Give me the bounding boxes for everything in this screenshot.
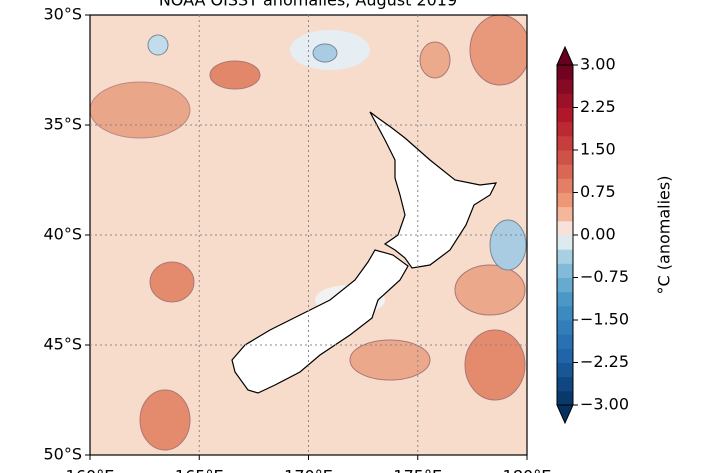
colorbar-extend-max <box>556 45 574 66</box>
warm-patch <box>139 389 191 451</box>
y-tick-label: 40°S <box>43 225 82 244</box>
colorbar-band <box>557 164 573 179</box>
colorbar-tick-label: 0.75 <box>580 182 616 201</box>
colorbar-band <box>557 107 573 123</box>
warm-patch <box>464 329 526 401</box>
colorbar-tick-label: 3.00 <box>580 55 616 74</box>
colorbar-tick-label: −0.75 <box>580 267 629 286</box>
colorbar-band <box>557 206 573 222</box>
colorbar-band <box>557 135 573 151</box>
south-island <box>231 249 409 394</box>
cool-patch <box>312 43 338 63</box>
cool-patch <box>489 219 527 271</box>
colorbar-band <box>557 291 573 307</box>
y-tick-label: 30°S <box>43 5 82 24</box>
colorbar-tick-label: 2.25 <box>580 97 616 116</box>
colorbar-band <box>557 249 573 264</box>
warm-patch <box>149 261 195 303</box>
colorbar-band <box>557 263 573 278</box>
colorbar-band <box>557 348 573 363</box>
y-tick-label: 50°S <box>43 445 82 464</box>
y-tick-label: 45°S <box>43 335 82 354</box>
warm-patch <box>209 60 261 90</box>
x-tick-label: 165°E <box>175 467 224 473</box>
colorbar-band <box>557 235 573 250</box>
colorbar-tick-label: −1.50 <box>580 310 629 329</box>
x-tick-label: 180°E <box>503 467 552 473</box>
x-tick-label: 160°E <box>66 467 115 473</box>
warm-patch <box>469 15 527 86</box>
colorbar-band <box>557 362 573 378</box>
colorbar-band <box>557 121 573 137</box>
cool-patch <box>147 34 169 56</box>
colorbar-label: °C (anomalies) <box>655 176 674 295</box>
colorbar-band <box>557 93 573 108</box>
colorbar-band <box>557 178 573 193</box>
colorbar-band <box>557 150 573 165</box>
colorbar-band <box>557 390 573 406</box>
colorbar-band <box>557 305 573 321</box>
x-tick-label: 175°E <box>393 467 442 473</box>
chart-title: NOAA OISST anomalies, August 2019 <box>159 0 457 10</box>
north-island <box>369 111 498 269</box>
colorbar-tick-label: 0.00 <box>580 225 616 244</box>
warm-patch <box>349 339 431 381</box>
colorbar-band <box>557 220 573 236</box>
colorbar-tick-label: −3.00 <box>580 395 629 414</box>
warm-patch <box>454 264 526 316</box>
colorbar-tick-label: 1.50 <box>580 140 616 159</box>
warm-patch <box>90 81 191 139</box>
colorbar-extend-min <box>556 404 574 425</box>
colorbar-band <box>557 192 573 208</box>
colorbar-tick-label: −2.25 <box>580 352 629 371</box>
colorbar-band <box>557 79 573 94</box>
colorbar-band <box>557 320 573 335</box>
y-tick-label: 35°S <box>43 115 82 134</box>
colorbar-band <box>557 334 573 349</box>
colorbar-band <box>557 65 573 80</box>
colorbar-band <box>557 376 573 392</box>
warm-patch <box>419 41 451 79</box>
colorbar-band <box>557 277 573 293</box>
x-tick-label: 170°E <box>284 467 333 473</box>
